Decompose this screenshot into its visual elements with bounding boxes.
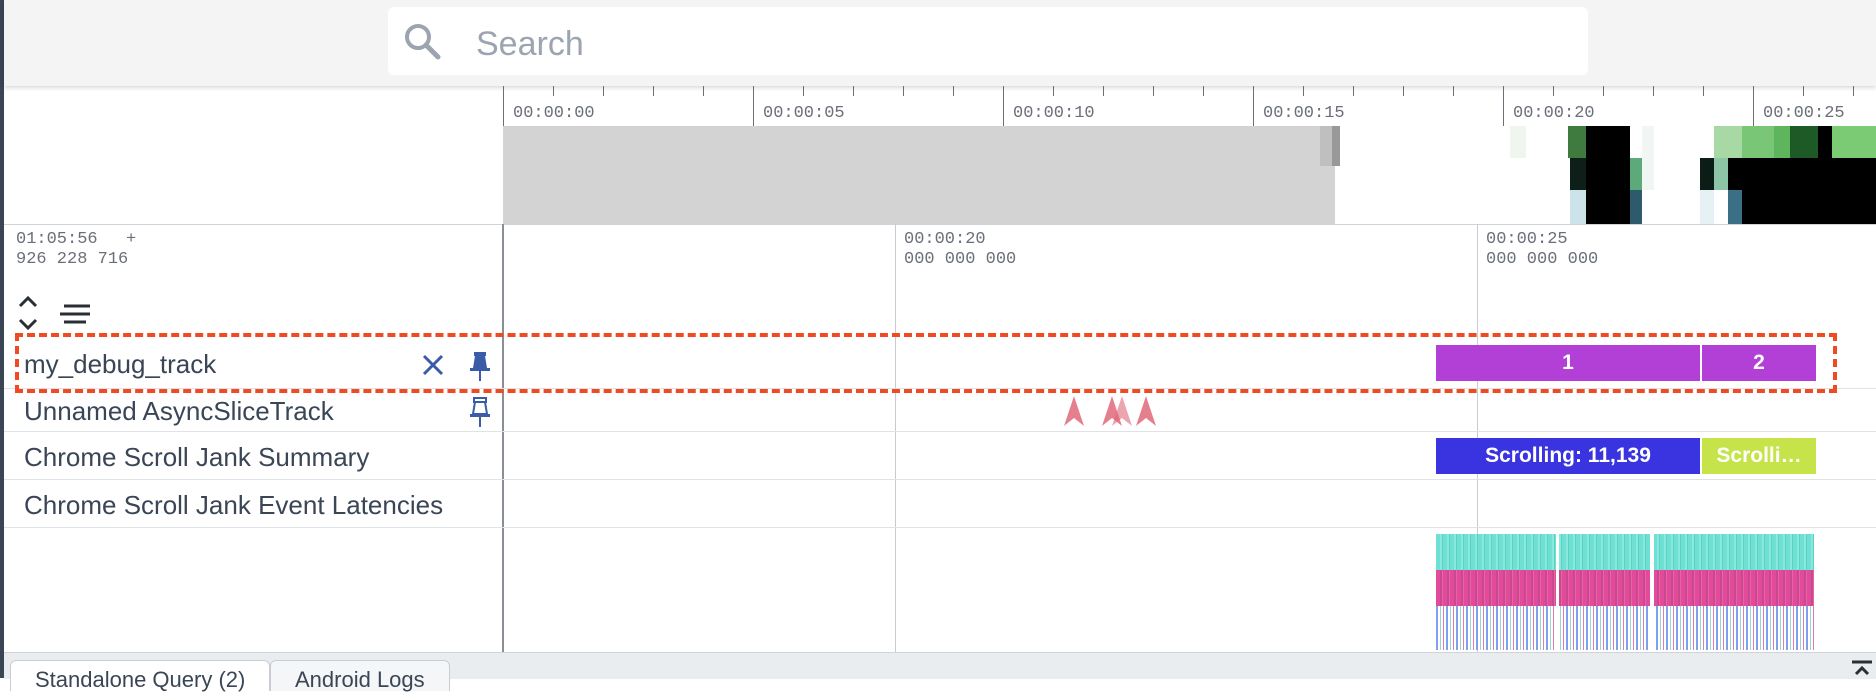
overview-minor-tick [553,86,554,96]
overview-minor-tick [903,86,904,96]
time-marker-ns: 000 000 000 [1486,250,1599,269]
search-icon [405,24,441,60]
search-input[interactable]: Search [476,25,584,63]
scroll-slice[interactable]: Scrolling: 11,139 [1436,438,1700,474]
sort-lines-icon[interactable] [58,302,94,328]
tab-android-logs[interactable]: Android Logs [270,660,450,692]
row-separator [4,431,1876,432]
time-gridline [895,224,896,652]
overview-minor-tick [653,86,654,96]
overview-minor-tick [953,86,954,96]
overview-separator [4,224,1876,225]
overview-tick [1503,86,1504,126]
cursor-ns: 926 228 716 [16,250,129,269]
time-marker-ns: 000 000 000 [904,250,1017,269]
highlight-box [15,333,1837,393]
overview-drag-handle[interactable] [1332,126,1340,166]
sidebar-divider[interactable] [502,224,504,652]
instant-markers[interactable] [1060,392,1164,428]
row-separator [4,479,1876,480]
overview-tick-label: 00:00:00 [513,104,595,123]
overview-tick [753,86,754,126]
tab-standalone-query[interactable]: Standalone Query (2) [10,660,271,692]
overview-tick [1753,86,1754,126]
overview-minor-tick [1703,86,1704,96]
scroll-slice[interactable]: Scrolli… [1702,438,1816,474]
overview-window-edge [1320,126,1332,166]
track-name: my_debug_track [24,349,217,379]
overview-minor-tick [1453,86,1454,96]
overview-minor-tick [1303,86,1304,96]
expand-panel-icon[interactable] [1850,660,1874,678]
debug-slice[interactable]: 2 [1702,345,1816,381]
overview-minor-tick [1853,86,1854,96]
time-marker-label: 00:00:20 [904,230,986,249]
overview-tick [1003,86,1004,126]
overview-minor-tick [1603,86,1604,96]
search-box[interactable]: Search [388,7,1588,75]
overview-minor-tick [1153,86,1154,96]
overview-minor-tick [1103,86,1104,96]
overview-tick-label: 00:00:20 [1513,104,1595,123]
close-icon[interactable] [420,352,446,378]
overview-tick-label: 00:00:05 [763,104,845,123]
debug-slice[interactable]: 1 [1436,345,1700,381]
row-separator [4,388,1876,389]
top-bar: Search [4,0,1876,86]
overview-minor-tick [803,86,804,96]
overview-shaded-region [503,126,1335,224]
cursor-time: 01:05:56 [16,230,98,249]
window-left-edge [0,0,4,678]
overview-tick [1253,86,1254,126]
overview-minor-tick [853,86,854,96]
overview-minor-tick [1203,86,1204,96]
overview-tick-label: 00:00:25 [1763,104,1845,123]
pin-icon[interactable] [468,350,492,382]
overview-tick-label: 00:00:15 [1263,104,1345,123]
overview-minor-tick [603,86,604,96]
expand-collapse-icon[interactable] [16,294,40,334]
time-plus: + [126,230,137,249]
overview-minor-tick [1403,86,1404,96]
overview-minor-tick [703,86,704,96]
overview-tick-label: 00:00:10 [1013,104,1095,123]
overview-minor-tick [1653,86,1654,96]
overview-minor-tick [1053,86,1054,96]
track-name: Unnamed AsyncSliceTrack [24,396,334,426]
overview-minor-tick [1553,86,1554,96]
overview-minor-tick [1353,86,1354,96]
time-marker-label: 00:00:25 [1486,230,1568,249]
row-separator [4,527,1876,528]
overview-tick [503,86,504,126]
pin-outline-icon[interactable] [468,396,492,428]
track-name: Chrome Scroll Jank Summary [24,442,370,472]
overview-minor-tick [1803,86,1804,96]
track-name: Chrome Scroll Jank Event Latencies [24,490,444,520]
